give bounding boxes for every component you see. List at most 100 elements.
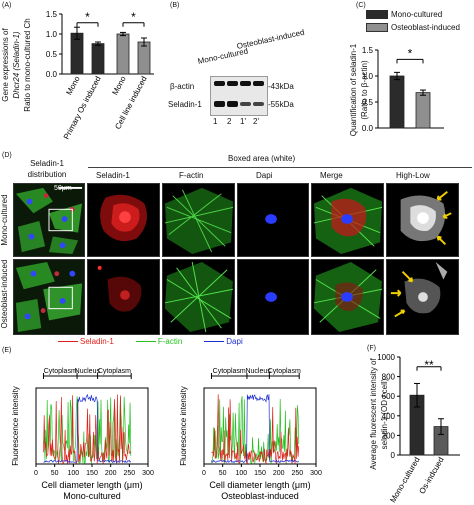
y-tick-label: 1.0 [362, 72, 374, 81]
category-label: Mono-cultured [388, 456, 421, 505]
col-factin: F-actin [179, 171, 204, 180]
chart-f: 0 200 400 600 800 1000 Mono-culturedOs-indcued… [377, 353, 460, 505]
lane-1: 1 [213, 117, 218, 126]
series-line [211, 394, 300, 464]
y-tick-label: 0 [391, 451, 396, 460]
x-axis-label: Cell diameter length (μm) [209, 480, 310, 490]
y-axis-label: Fluorescence intensity [11, 386, 20, 466]
series-line [43, 396, 132, 465]
micrograph-factin-mono [162, 183, 235, 257]
legend-seladin: Seladin-1 [58, 337, 114, 346]
legend-line-blue [204, 341, 225, 342]
arrow-icon [394, 309, 406, 318]
arrow-icon [390, 289, 402, 297]
col-seladin: Seladin-1 [96, 171, 130, 180]
plot-subtitle: Osteoblast-induced [221, 491, 299, 501]
x-tick-label: 250 [123, 470, 135, 477]
panel-a-ylabel-1: Gene expressions of [1, 28, 10, 102]
blot-band [253, 102, 264, 106]
boxed-header-line [88, 167, 472, 168]
legend-label-seladin: Seladin-1 [80, 337, 114, 346]
legend-line-green [135, 341, 156, 342]
sig-asterisk: * [131, 10, 136, 24]
scale-bar-label: 50μm [54, 185, 72, 192]
region-label: Cytoplasm [44, 368, 77, 375]
legend-label-mono: Mono-cultured [391, 9, 443, 19]
series-line [43, 393, 132, 464]
legend-line-red [58, 341, 78, 342]
y-tick-label: 200 [382, 431, 396, 440]
blot-band [227, 101, 238, 107]
col-merge: Merge [320, 171, 343, 180]
y-tick-label: 0.0 [46, 70, 58, 79]
x-tick-label: 150 [86, 470, 98, 477]
y-tick-label: 0.5 [362, 98, 374, 107]
x-tick-label: 200 [105, 470, 117, 477]
micrograph-merge-os [311, 259, 384, 335]
panel-a-ylabel: Gene expressions of Dhcr24 (Seladin-1) R… [0, 0, 34, 140]
panel-b-group2: Osteoblast-induced [235, 27, 306, 51]
x-tick-label: 200 [273, 470, 285, 477]
panel-b-kda2: -55kDa [268, 100, 294, 109]
x-tick-label: 50 [51, 470, 59, 477]
micrograph-factin-os [162, 259, 235, 335]
lane-2: 2 [227, 117, 232, 126]
micrograph-highlow-mono [386, 183, 459, 257]
y-tick-label: 0.5 [46, 50, 58, 59]
blot-band [253, 81, 264, 86]
bar [415, 92, 431, 129]
micrograph-dapi-os [237, 259, 309, 335]
y-tick-label: 600 [382, 392, 396, 401]
micrograph-dapi-mono [237, 183, 309, 257]
sig-asterisk: ** [424, 358, 434, 372]
bar [91, 43, 105, 75]
y-tick-label: 1000 [377, 353, 395, 362]
x-tick-label: 50 [219, 470, 227, 477]
y-tick-label: 0.0 [362, 124, 374, 133]
x-tick-label: 300 [310, 470, 322, 477]
x-tick-label: 250 [291, 470, 303, 477]
lane-2p: 2' [253, 117, 259, 126]
arrow-icon [401, 271, 414, 283]
legend-factin: F-actin [135, 337, 182, 346]
blot-band [214, 81, 225, 86]
x-tick-label: 0 [34, 470, 38, 477]
bar [116, 33, 130, 75]
plot-subtitle: Mono-cultured [63, 491, 121, 501]
region-label: Nucleus [245, 368, 271, 375]
series-line [211, 395, 300, 465]
panel-e-legend: Seladin-1 F-actin Dapi [58, 337, 243, 346]
chart-c: 0.0 0.5 1.0 1.5 * [362, 46, 444, 133]
category-label: Mono [64, 74, 82, 96]
arrow-icon [442, 212, 452, 219]
chart-e-left: Fluorescence intensity 0 50 100 150 200 250 300… [11, 368, 154, 501]
panel-b-letter: (B) [170, 2, 180, 9]
x-tick-label: 100 [67, 470, 79, 477]
col-dapi: Dapi [256, 171, 273, 180]
panel-c-letter: (C) [356, 2, 366, 9]
y-tick-label: 1.0 [46, 30, 58, 39]
col-distribution: Seladin-1 distribution [27, 159, 67, 179]
micrograph-distribution-mono [13, 183, 85, 257]
micrograph-seladin-mono [87, 183, 160, 257]
category-label: Mono [110, 74, 128, 96]
category-label: Os-indcued [417, 456, 445, 496]
row-os: Osteoblast-induced [0, 259, 9, 329]
region-label: Nucleus [75, 368, 101, 375]
arrow-icon [436, 235, 447, 246]
bar [389, 75, 405, 129]
col-highlow: High-Low [396, 171, 430, 180]
sig-asterisk: * [85, 10, 90, 24]
blot-band [240, 81, 251, 86]
panel-e-letter: (E) [2, 347, 12, 354]
legend-label-dapi: Dapi [226, 337, 243, 346]
legend-label-os: Osteoblast-induced [391, 22, 460, 32]
y-tick-label: 1.5 [46, 10, 58, 19]
panel-b-row2: Seladin-1 [168, 100, 202, 109]
legend-item-mono: Mono-cultured [366, 8, 460, 21]
x-tick-label: 0 [202, 470, 206, 477]
legend-dapi: Dapi [204, 337, 243, 346]
blot-band [227, 81, 238, 86]
region-label: Cytoplasm [268, 368, 301, 375]
